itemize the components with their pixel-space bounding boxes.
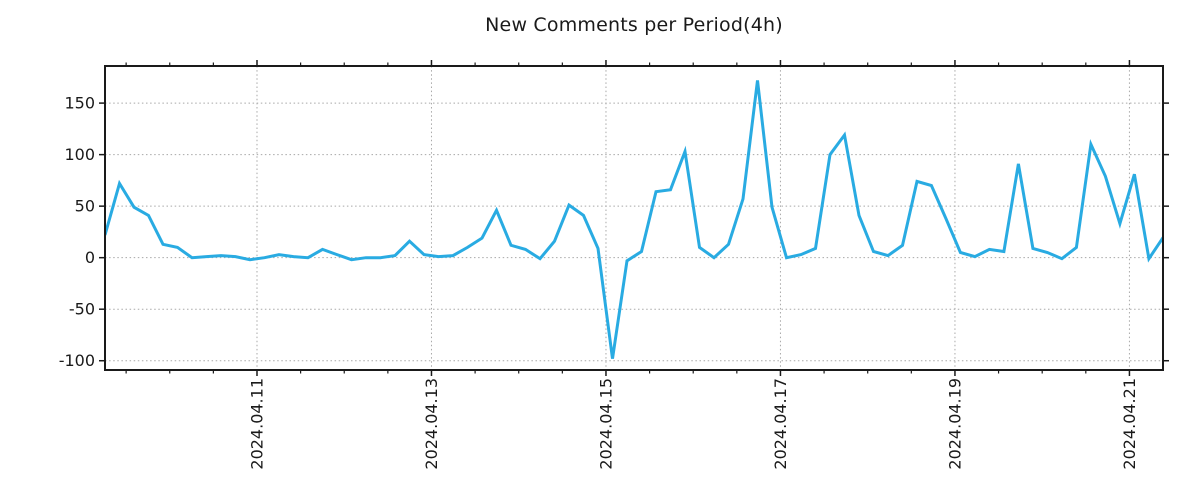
y-tick-label: 150	[64, 94, 95, 113]
x-tick-label: 2024.04.13	[422, 378, 441, 470]
x-tick-label: 2024.04.21	[1120, 378, 1139, 470]
y-tick-label: -50	[69, 300, 95, 319]
plot-border	[104, 65, 1164, 371]
y-tick-label: 100	[64, 145, 95, 164]
y-tick-label: 50	[75, 197, 95, 216]
y-tick-label: 0	[85, 248, 95, 267]
x-tick-label: 2024.04.17	[771, 378, 790, 470]
x-tick-label: 2024.04.15	[596, 378, 615, 470]
x-tick-label: 2024.04.19	[945, 378, 964, 470]
chart-title: New Comments per Period(4h)	[485, 14, 783, 36]
y-tick-label: -100	[59, 351, 95, 370]
series-line	[105, 80, 1163, 359]
x-tick-label: 2024.04.11	[247, 378, 266, 470]
